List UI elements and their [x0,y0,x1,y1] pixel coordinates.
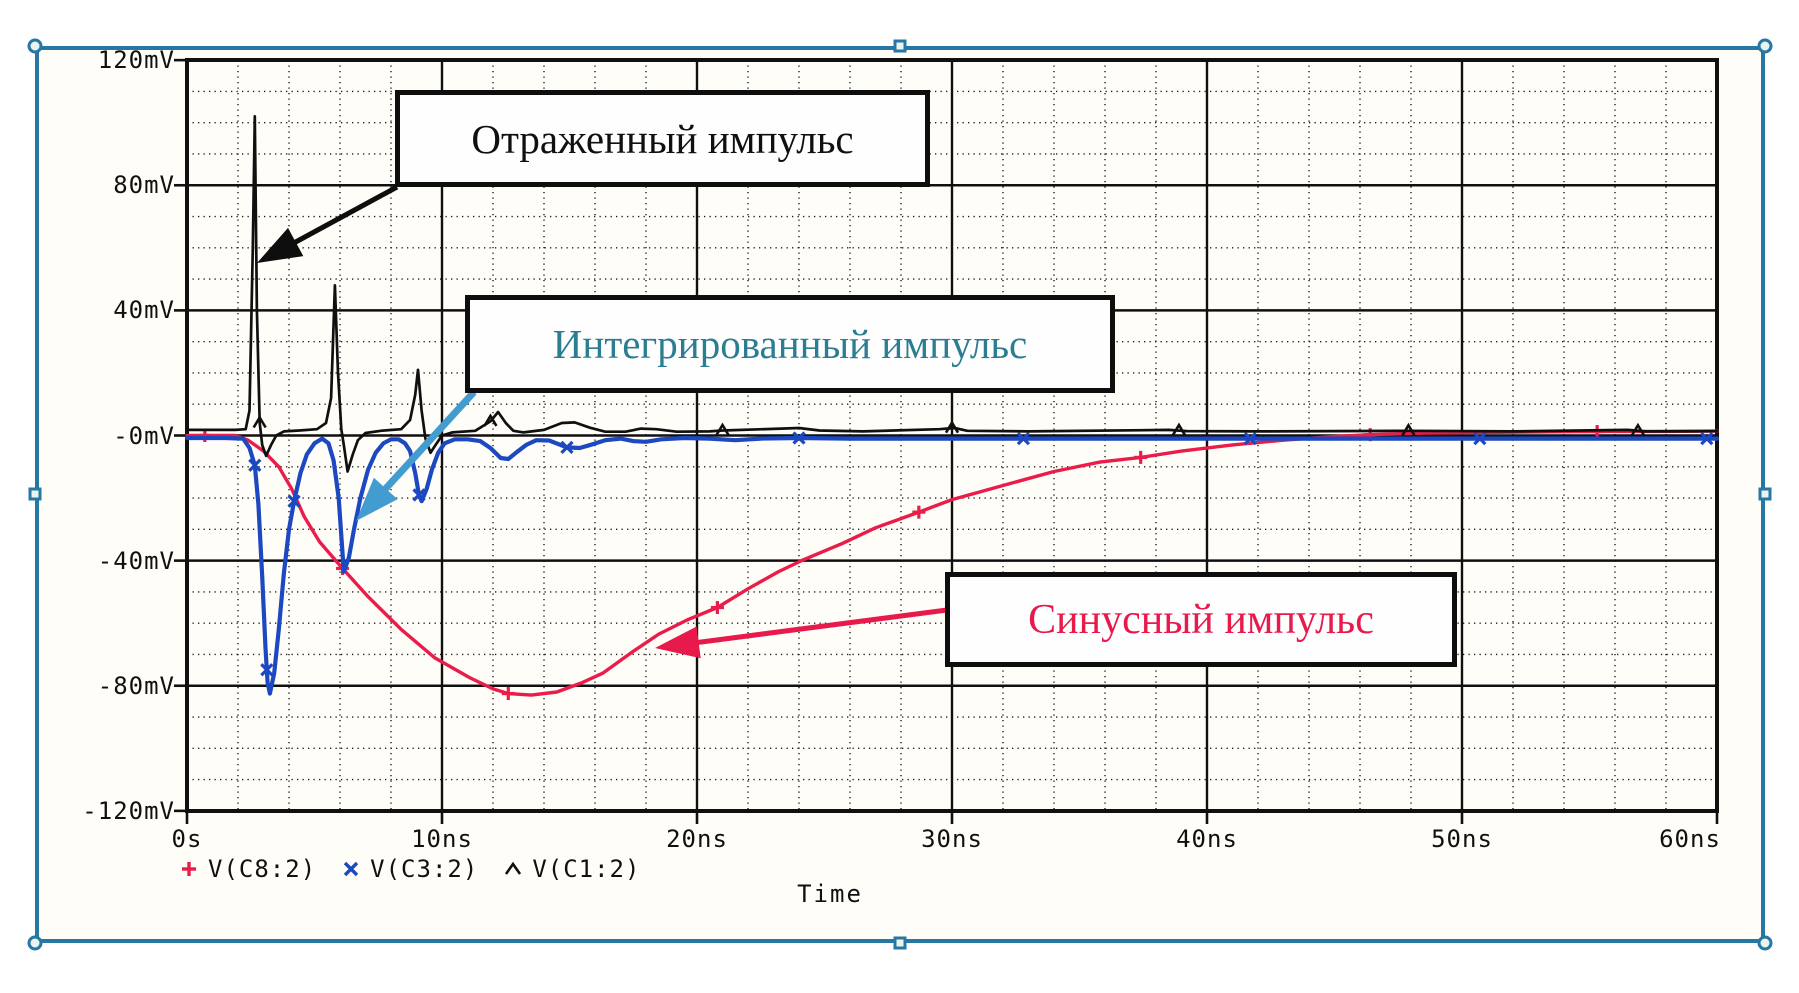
caret-marker [483,413,498,427]
selection-handle-bottom-middle[interactable] [893,936,907,950]
callout-text: Интегрированный импульс [552,321,1028,367]
y-tick-label: 120mV [97,46,175,74]
x-tick-label: 0s [171,825,203,853]
x-tick-label: 20ns [666,825,728,853]
figure-background [37,48,1763,941]
callout-sine-pulse: Синусный импульс [945,572,1457,667]
x-tick-label: 10ns [411,825,473,853]
figure-selection-frame[interactable] [35,46,1765,943]
x-marker [560,440,574,455]
x-marker [260,663,274,677]
legend-item-vc82: V(C8:2) [178,855,316,883]
y-tick-label: 80mV [113,171,175,199]
callout-text: Отраженный импульс [471,115,854,162]
caret-marker [1171,422,1187,436]
callout-arrow-line-reflected [289,184,399,248]
legend-label: V(C8:2) [208,855,317,883]
x-marker-icon [343,861,359,877]
selection-handle-top-left[interactable] [27,38,43,54]
caret-marker [252,414,267,429]
plot-legend: V(C8:2) V(C3:2) V(C1:2) [178,855,640,883]
x-marker [412,488,426,502]
selection-handle-left-middle[interactable] [28,487,42,501]
legend-item-vc12: V(C1:2) [502,855,640,883]
caret-marker [1401,422,1416,436]
callout-integrated-pulse: Интегрированный импульс [465,295,1115,393]
caret-marker [944,420,960,434]
x-marker [792,431,806,445]
curve-V(C1:2) [185,115,1719,473]
y-tick-label: -120mV [82,797,175,825]
callout-arrow-head-integrated [356,477,398,521]
selection-handle-top-right[interactable] [1757,38,1773,54]
callout-arrow-head-sine [655,626,701,659]
x-marker [1243,431,1257,446]
x-tick-label: 30ns [921,825,983,853]
y-tick-label: -0mV [113,422,175,450]
y-tick-label: -80mV [97,672,175,700]
callout-reflected-pulse: Отраженный импульс [395,90,930,187]
callout-arrow-line-sine [692,607,948,646]
caret-marker [1630,422,1646,436]
selection-handle-bottom-left[interactable] [27,935,43,951]
x-marker [287,494,301,508]
y-tick-label: -40mV [97,547,175,575]
x-axis-title: Time [797,880,863,908]
x-marker [1016,431,1031,446]
x-marker [248,458,262,472]
x-tick-label: 60ns [1659,825,1721,853]
legend-label: V(C1:2) [532,855,641,883]
callout-text: Синусный импульс [1028,596,1374,643]
y-tick-label: 40mV [113,296,175,324]
callout-arrow-head-reflected [257,227,304,263]
curve-V(C3:2) [184,435,1720,696]
x-tick-label: 40ns [1176,825,1238,853]
caret-marker-icon [505,861,522,875]
caret-marker [715,422,730,436]
x-marker [1700,431,1714,446]
x-marker [1473,431,1487,446]
selection-handle-top-middle[interactable] [893,39,907,53]
legend-item-vc32: V(C3:2) [340,855,478,883]
x-tick-label: 50ns [1431,825,1493,853]
callout-arrow-line-integrated [379,389,477,496]
selection-handle-right-middle[interactable] [1758,487,1772,501]
plus-marker-icon [182,862,196,876]
selection-handle-bottom-right[interactable] [1757,935,1773,951]
legend-label: V(C3:2) [370,855,479,883]
